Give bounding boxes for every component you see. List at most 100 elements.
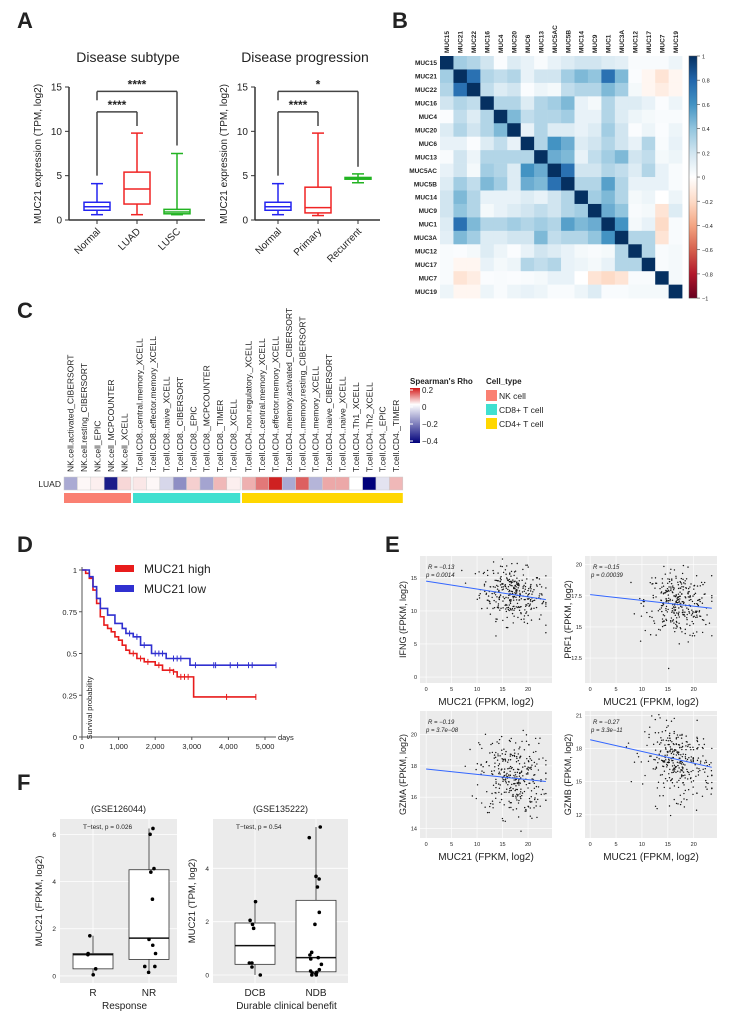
- scatter-point: [507, 606, 510, 609]
- scatter-point: [475, 797, 477, 800]
- scatter-point: [535, 785, 538, 788]
- row-label: MUC22: [415, 87, 437, 94]
- y-tick-label: 14: [411, 827, 417, 833]
- scatter-point: [509, 765, 512, 768]
- correlation-cell: [520, 136, 535, 151]
- scatter-point: [530, 588, 532, 590]
- correlation-cell: [507, 203, 521, 218]
- scatter-point: [503, 768, 506, 770]
- row-label: MUC14: [415, 195, 437, 202]
- scatter-point: [698, 611, 700, 613]
- scatter-point: [502, 583, 504, 585]
- row-label: MUC16: [415, 101, 437, 108]
- scatter-point: [657, 781, 660, 784]
- cell-type-annotation-bar: [242, 493, 403, 503]
- scatter-point: [686, 623, 688, 625]
- correlation-cell: [466, 257, 481, 272]
- scatter-point: [652, 768, 654, 770]
- scatter-point: [507, 759, 510, 761]
- scatter-point: [527, 602, 529, 605]
- scatter-point: [515, 582, 518, 584]
- x-tick-label: Recurrent: [325, 226, 364, 265]
- scatter-point: [673, 732, 675, 735]
- correlation-cell: [534, 177, 548, 191]
- scatter-point: [668, 759, 670, 761]
- scatter-point: [494, 762, 496, 764]
- legend-label: MUC21 low: [144, 582, 206, 596]
- correlation-cell: [628, 123, 643, 137]
- scatter-point: [479, 743, 481, 746]
- scatter-point: [654, 749, 657, 751]
- scatter-point: [660, 604, 663, 607]
- correlation-cell: [614, 177, 629, 191]
- scatter-point: [524, 588, 526, 590]
- scatter-point: [519, 755, 522, 758]
- scatter-point: [676, 781, 678, 783]
- correlation-cell: [520, 244, 535, 259]
- scatter-point: [509, 740, 511, 743]
- scatter-point: [527, 589, 529, 592]
- scatter-point: [527, 773, 529, 775]
- correlation-cell: [641, 123, 656, 137]
- correlation-cell: [507, 257, 521, 272]
- colorbar-tick-label: 0.4: [702, 127, 710, 133]
- scatter-point: [696, 603, 699, 606]
- scatter-point: [666, 751, 668, 753]
- significance-stars: ****: [108, 98, 127, 112]
- scatter-point: [651, 715, 653, 717]
- scatter-point: [689, 595, 691, 597]
- panel-label-E: E: [385, 532, 400, 557]
- scatter-point: [483, 771, 485, 774]
- correlation-cell: [561, 69, 575, 84]
- correlation-cell: [440, 150, 454, 164]
- scatter-point: [684, 611, 686, 613]
- correlation-cell: [614, 203, 629, 218]
- significance-stars: *: [316, 77, 321, 91]
- data-point: [152, 866, 156, 871]
- scatter-point: [542, 757, 544, 759]
- x-tick-label: 0: [80, 742, 84, 751]
- scatter-point: [518, 583, 520, 586]
- correlation-cell: [587, 123, 602, 137]
- scatter-point: [520, 770, 523, 772]
- y-axis-title: MUC21 (TPM, log2): [187, 859, 198, 943]
- correlation-cell: [507, 123, 521, 137]
- scatter-point: [509, 601, 511, 603]
- correlation-cell: [480, 244, 495, 259]
- scatter-point: [540, 793, 542, 796]
- correlation-cell: [574, 123, 589, 137]
- scatter-point: [673, 717, 675, 720]
- scatter-point: [491, 751, 494, 754]
- scatter-point: [681, 631, 683, 633]
- scatter-point: [510, 582, 513, 584]
- scatter-point: [684, 757, 687, 760]
- scatter-point: [680, 801, 683, 803]
- correlation-cell: [440, 257, 454, 272]
- scatter-point: [668, 590, 670, 592]
- scatter-point: [649, 634, 652, 636]
- scatter-point: [506, 772, 508, 775]
- scatter-point: [711, 597, 713, 599]
- scatter-point: [673, 611, 675, 613]
- correlation-cell: [547, 56, 562, 70]
- scatter-point: [665, 759, 667, 761]
- scatter-point: [533, 807, 535, 809]
- scatter-plot-background: [420, 711, 552, 838]
- scatter-point: [517, 780, 520, 782]
- scatter-point: [526, 622, 529, 625]
- scatter-point: [692, 595, 694, 597]
- scatter-point: [498, 771, 501, 773]
- scatter-point: [517, 584, 519, 586]
- scatter-point: [510, 802, 512, 804]
- scatter-point: [658, 753, 660, 755]
- scatter-point: [545, 605, 547, 608]
- scatter-point: [663, 615, 666, 617]
- scatter-point: [538, 742, 540, 745]
- x-tick-label: 15: [500, 842, 506, 848]
- scatter-point: [666, 780, 668, 782]
- scatter-point: [541, 603, 543, 605]
- y-tick-label: 2: [205, 919, 209, 926]
- scatter-point: [688, 773, 690, 776]
- scatter-point: [668, 734, 671, 737]
- scatter-point: [666, 588, 669, 590]
